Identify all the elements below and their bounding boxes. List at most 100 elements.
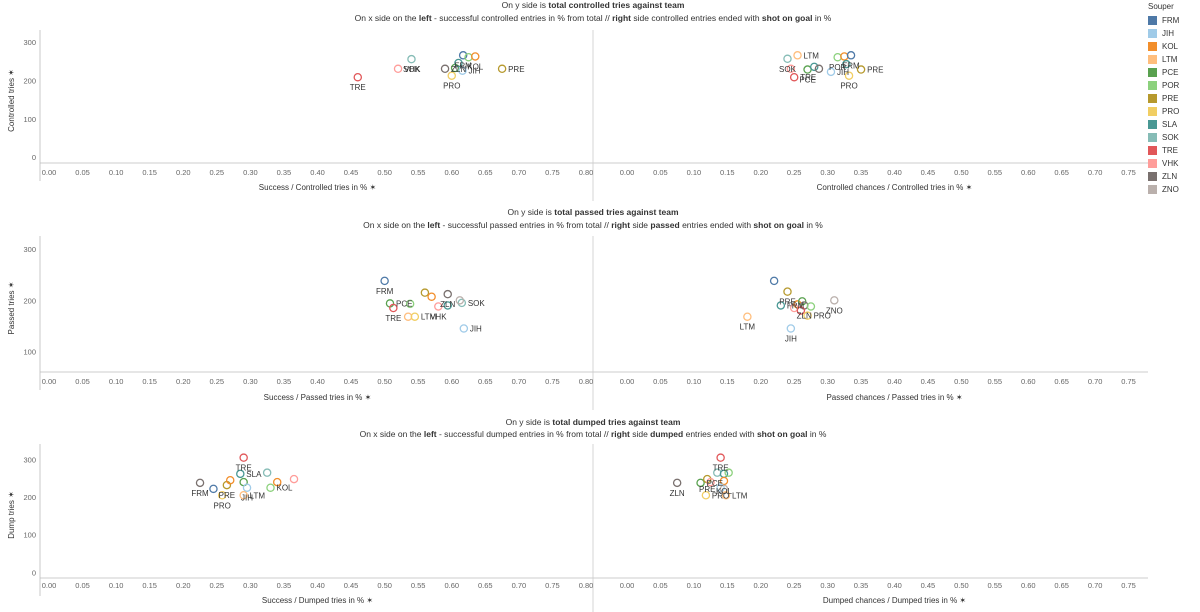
point-ltm xyxy=(743,312,752,321)
legend-item-vhk[interactable]: VHK xyxy=(1148,157,1198,170)
legend-item-kol[interactable]: KOL xyxy=(1148,40,1198,53)
point-frm xyxy=(846,51,856,60)
point-label: PRE xyxy=(779,298,795,307)
chart-1: On y side is total controlled tries agai… xyxy=(7,0,1148,201)
point-pre xyxy=(497,64,507,74)
x-tick-label: 0.65 xyxy=(1054,168,1069,177)
point-label: SOK xyxy=(779,65,797,74)
x-tick-label: 0.70 xyxy=(1088,168,1103,177)
point-jih xyxy=(242,483,252,492)
point-label: SOK xyxy=(468,299,486,308)
point-pre xyxy=(420,288,430,297)
x-tick-label: 0.05 xyxy=(653,168,668,177)
point-tre xyxy=(239,453,248,462)
x-tick-label: 0.15 xyxy=(142,581,157,590)
x-tick-label: 0.05 xyxy=(75,581,90,590)
legend-item-ltm[interactable]: LTM xyxy=(1148,53,1198,66)
x-tick-label: 0.30 xyxy=(243,581,258,590)
point-tre xyxy=(796,306,806,315)
y-tick-label: 300 xyxy=(23,245,36,254)
x-tick-label: 0.15 xyxy=(720,377,735,386)
y-axis-label: Dump tries ✶ xyxy=(7,491,16,539)
point-kol xyxy=(272,477,282,487)
legend-swatch xyxy=(1148,120,1157,129)
x-tick-label: 0.30 xyxy=(820,377,835,386)
legend-item-pre[interactable]: PRE xyxy=(1148,92,1198,105)
x-tick-label: 0.65 xyxy=(1054,581,1069,590)
point-label: POR xyxy=(829,63,847,72)
point-label: PRO xyxy=(214,501,231,510)
point-label: PCE xyxy=(707,479,723,488)
x-tick-label: 0.50 xyxy=(377,581,392,590)
point-vhk xyxy=(393,64,403,74)
point-label: JIH xyxy=(468,67,480,76)
point-zln xyxy=(443,289,452,299)
x-tick-label: 0.50 xyxy=(377,377,392,386)
x-tick-label: 0.55 xyxy=(988,581,1003,590)
legend-title: Souper xyxy=(1148,2,1174,11)
point-sok xyxy=(457,298,467,308)
point-zln xyxy=(440,64,450,74)
x-tick-label: 0.00 xyxy=(620,581,635,590)
legend-item-zln[interactable]: ZLN xyxy=(1148,170,1198,183)
point-sla xyxy=(842,59,851,69)
y-axis-label: Passed tries ✶ xyxy=(7,282,16,335)
x-tick-label: 0.60 xyxy=(444,581,459,590)
x-tick-label: 0.25 xyxy=(210,581,225,590)
point-label: PRO xyxy=(840,82,857,91)
legend-item-pro[interactable]: PRO xyxy=(1148,105,1198,118)
x-tick-label: 0.25 xyxy=(210,377,225,386)
x-tick-label: 0.50 xyxy=(954,377,969,386)
x-tick-label: 0.45 xyxy=(344,168,359,177)
x-axis-label-left: Success / Dumped tries in % ✶ xyxy=(262,596,373,605)
x-tick-label: 0.70 xyxy=(512,168,527,177)
x-tick-label: 0.15 xyxy=(720,581,735,590)
x-tick-label: 0.75 xyxy=(545,168,560,177)
point-por xyxy=(405,299,415,309)
x-tick-label: 0.20 xyxy=(176,581,191,590)
point-por xyxy=(266,483,275,492)
legend-swatch xyxy=(1148,16,1157,25)
x-tick-label: 0.15 xyxy=(720,168,735,177)
point-label: PRE xyxy=(699,485,715,494)
point-pre xyxy=(856,65,866,74)
x-tick-label: 0.35 xyxy=(854,377,869,386)
legend-item-tre[interactable]: TRE xyxy=(1148,144,1198,157)
legend-swatch xyxy=(1148,107,1157,116)
chart-title-line: On y side is total dumped tries against … xyxy=(506,417,681,427)
point-label: PRE xyxy=(219,491,235,500)
x-tick-label: 0.25 xyxy=(210,168,225,177)
point-tre xyxy=(389,303,398,313)
legend-label: FRM xyxy=(1162,16,1180,25)
point-zln xyxy=(195,478,205,488)
legend-item-sla[interactable]: SLA xyxy=(1148,118,1198,131)
legend-label: ZLN xyxy=(1162,172,1178,181)
x-tick-label: 0.30 xyxy=(243,377,258,386)
chart-title-line: On x side on the left - successful contr… xyxy=(355,13,832,23)
point-vhk xyxy=(289,474,299,484)
legend-item-pce[interactable]: PCE xyxy=(1148,66,1198,79)
point-label: LTM xyxy=(740,323,756,332)
x-tick-label: 0.50 xyxy=(954,168,969,177)
point-pce xyxy=(696,478,705,488)
x-tick-label: 0.10 xyxy=(109,581,124,590)
point-por xyxy=(724,468,733,477)
x-tick-label: 0.45 xyxy=(344,581,359,590)
legend-swatch xyxy=(1148,133,1157,142)
legend-item-por[interactable]: POR xyxy=(1148,79,1198,92)
y-tick-label: 300 xyxy=(23,38,36,47)
legend-item-zno[interactable]: ZNO xyxy=(1148,183,1198,196)
legend-label: SLA xyxy=(1162,120,1178,129)
x-tick-label: 0.75 xyxy=(545,377,560,386)
x-tick-label: 0.00 xyxy=(42,168,57,177)
legend-item-sok[interactable]: SOK xyxy=(1148,131,1198,144)
legend-item-jih[interactable]: JIH xyxy=(1148,27,1198,40)
legend-item-frm[interactable]: FRM xyxy=(1148,14,1198,27)
point-pro xyxy=(844,71,854,80)
x-tick-label: 0.20 xyxy=(176,377,191,386)
point-label: SOK xyxy=(403,65,421,74)
x-tick-label: 0.35 xyxy=(277,581,292,590)
point-label: PRO xyxy=(443,82,460,91)
point-label: FRM xyxy=(787,301,805,310)
legend-label: JIH xyxy=(1162,29,1174,38)
